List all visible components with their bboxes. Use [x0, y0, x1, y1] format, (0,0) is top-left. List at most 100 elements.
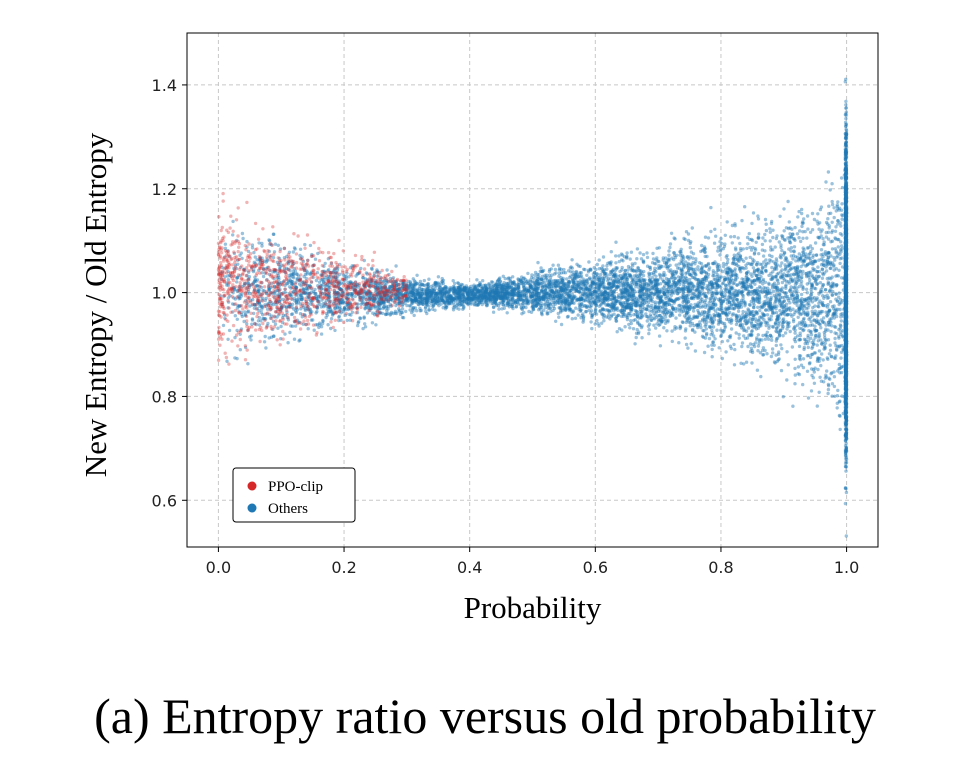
scatter-point	[670, 329, 674, 333]
scatter-point	[775, 234, 779, 238]
scatter-point	[640, 280, 644, 285]
scatter-point	[844, 186, 849, 190]
scatter-point	[240, 256, 244, 261]
scatter-point	[425, 297, 430, 302]
scatter-point	[800, 312, 804, 316]
scatter-point	[564, 298, 568, 303]
scatter-point	[572, 301, 576, 305]
scatter-point	[844, 252, 849, 256]
scatter-point	[843, 227, 848, 232]
scatter-point	[760, 265, 765, 270]
scatter-point	[619, 308, 623, 313]
scatter-point	[648, 309, 652, 313]
scatter-point	[843, 501, 848, 506]
scatter-point	[684, 315, 688, 320]
scatter-point	[541, 295, 546, 299]
scatter-point	[746, 292, 750, 296]
scatter-point	[734, 303, 738, 307]
scatter-point	[577, 285, 581, 290]
scatter-point	[806, 246, 811, 250]
scatter-point	[844, 229, 848, 234]
scatter-point	[323, 292, 327, 296]
scatter-point	[414, 309, 419, 313]
scatter-point	[844, 331, 848, 336]
scatter-point	[288, 330, 292, 335]
scatter-point	[844, 116, 848, 121]
scatter-point	[598, 277, 602, 282]
scatter-point	[844, 383, 848, 387]
scatter-point	[710, 285, 714, 289]
scatter-point	[473, 292, 478, 296]
scatter-point	[628, 308, 633, 312]
scatter-point	[830, 199, 834, 204]
scatter-point	[660, 294, 664, 299]
scatter-point	[844, 272, 848, 276]
scatter-point	[713, 227, 717, 231]
scatter-point	[382, 279, 387, 283]
scatter-point	[433, 308, 437, 312]
scatter-point	[329, 310, 334, 315]
scatter-point	[811, 268, 815, 272]
scatter-point	[730, 223, 735, 228]
scatter-point	[844, 235, 849, 239]
scatter-point	[825, 369, 829, 373]
scatter-point	[844, 257, 848, 261]
scatter-point	[235, 317, 239, 321]
scatter-point	[777, 350, 781, 354]
scatter-point	[658, 313, 662, 318]
scatter-point	[844, 331, 848, 335]
scatter-point	[277, 295, 282, 299]
scatter-point	[844, 300, 848, 304]
scatter-point	[755, 338, 759, 342]
scatter-point	[569, 294, 573, 299]
scatter-point	[580, 297, 584, 302]
scatter-point	[819, 230, 823, 234]
scatter-point	[749, 321, 754, 326]
scatter-point	[408, 308, 412, 312]
scatter-point	[251, 298, 255, 302]
scatter-point	[700, 243, 704, 248]
scatter-point	[596, 299, 601, 304]
scatter-point	[307, 297, 311, 301]
scatter-point	[629, 275, 633, 279]
scatter-point	[682, 286, 686, 290]
scatter-point	[240, 285, 245, 289]
scatter-point	[684, 279, 688, 283]
scatter-point	[501, 274, 505, 278]
scatter-point	[658, 322, 662, 326]
scatter-point	[784, 305, 789, 310]
scatter-point	[246, 362, 250, 366]
scatter-point	[786, 270, 790, 274]
scatter-point	[665, 329, 669, 333]
scatter-point	[741, 309, 745, 314]
scatter-point	[650, 287, 655, 291]
scatter-point	[520, 312, 524, 316]
scatter-point	[806, 227, 810, 231]
scatter-point	[772, 360, 777, 364]
scatter-point	[844, 402, 848, 406]
scatter-point	[617, 254, 621, 258]
scatter-point	[719, 285, 723, 290]
scatter-point	[736, 236, 740, 240]
scatter-point	[844, 285, 848, 289]
scatter-point	[773, 275, 777, 279]
scatter-point	[768, 230, 772, 234]
scatter-point	[720, 339, 724, 344]
scatter-point	[782, 299, 787, 303]
scatter-point	[788, 329, 792, 334]
scatter-point	[313, 292, 318, 296]
scatter-point	[797, 236, 801, 240]
scatter-point	[746, 284, 751, 289]
scatter-point	[292, 307, 296, 311]
scatter-point	[844, 220, 848, 224]
scatter-point	[732, 306, 736, 310]
scatter-point	[451, 287, 456, 291]
scatter-point	[828, 266, 832, 271]
scatter-point	[697, 282, 701, 286]
scatter-point	[415, 273, 419, 277]
scatter-point	[794, 255, 798, 259]
scatter-point	[530, 273, 534, 277]
scatter-point	[548, 296, 553, 300]
scatter-point	[833, 336, 837, 341]
scatter-point	[843, 322, 848, 327]
